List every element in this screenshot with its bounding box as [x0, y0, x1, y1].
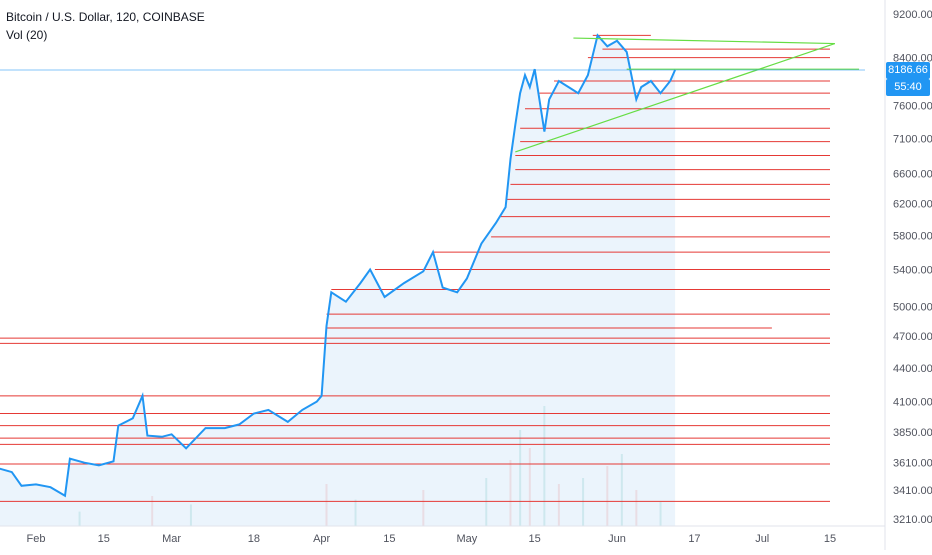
time-tick-label: 17 [688, 533, 700, 545]
price-tick-label: 4700.00 [893, 331, 932, 343]
price-axis: 3210.00 3410.00 3610.00 3850.00 4100.00 4400.… [884, 0, 932, 550]
time-tick-label: 18 [248, 533, 260, 545]
time-tick-label: Feb [27, 533, 46, 545]
horizontal-levels [0, 34, 830, 502]
last-price-badge: 8186.66 [886, 61, 930, 79]
price-tick-label: 9200.00 [893, 9, 932, 21]
bar-countdown-badge: 55:40 [886, 78, 930, 96]
trendline [515, 42, 836, 153]
time-tick-label: 15 [824, 533, 836, 545]
price-tick-label: 3210.00 [893, 514, 932, 526]
time-tick-label: Jul [755, 533, 769, 545]
price-tick-label: 7100.00 [893, 133, 932, 145]
price-tick-label: 8400.00 [893, 53, 932, 65]
price-tick-label: 6600.00 [893, 168, 932, 180]
chart-legend: Bitcoin / U.S. Dollar, 120, COINBASE Vol… [6, 8, 205, 44]
trendline [573, 37, 835, 45]
time-tick-label: Mar [162, 533, 181, 545]
time-tick-label: May [456, 533, 477, 545]
price-tick-label: 4100.00 [893, 397, 932, 409]
price-tick-label: 5400.00 [893, 265, 932, 277]
time-tick-label: Apr [313, 533, 330, 545]
price-tick-label: 3610.00 [893, 458, 932, 470]
price-tick-label: 3850.00 [893, 427, 932, 439]
symbol-title[interactable]: Bitcoin / U.S. Dollar, 120, COINBASE [6, 10, 205, 24]
price-tick-label: 5800.00 [893, 230, 932, 242]
time-tick-label: 15 [383, 533, 395, 545]
price-area-fill [0, 35, 676, 526]
time-tick-label: Jun [608, 533, 626, 545]
price-tick-label: 3410.00 [893, 485, 932, 497]
price-line [0, 33, 677, 498]
time-axis: Feb 15 Mar 18 Apr 15 May 15 Jun 17 Jul 15 [0, 525, 885, 545]
price-tick-label: 4400.00 [893, 363, 932, 375]
time-tick-label: 15 [529, 533, 541, 545]
time-tick-label: 15 [98, 533, 110, 545]
volume-indicator-label[interactable]: Vol (20) [6, 28, 48, 42]
price-tick-label: 6200.00 [893, 198, 932, 210]
price-tick-label: 5000.00 [893, 301, 932, 313]
price-tick-label: 7600.00 [893, 101, 932, 113]
trendlines [515, 37, 860, 153]
